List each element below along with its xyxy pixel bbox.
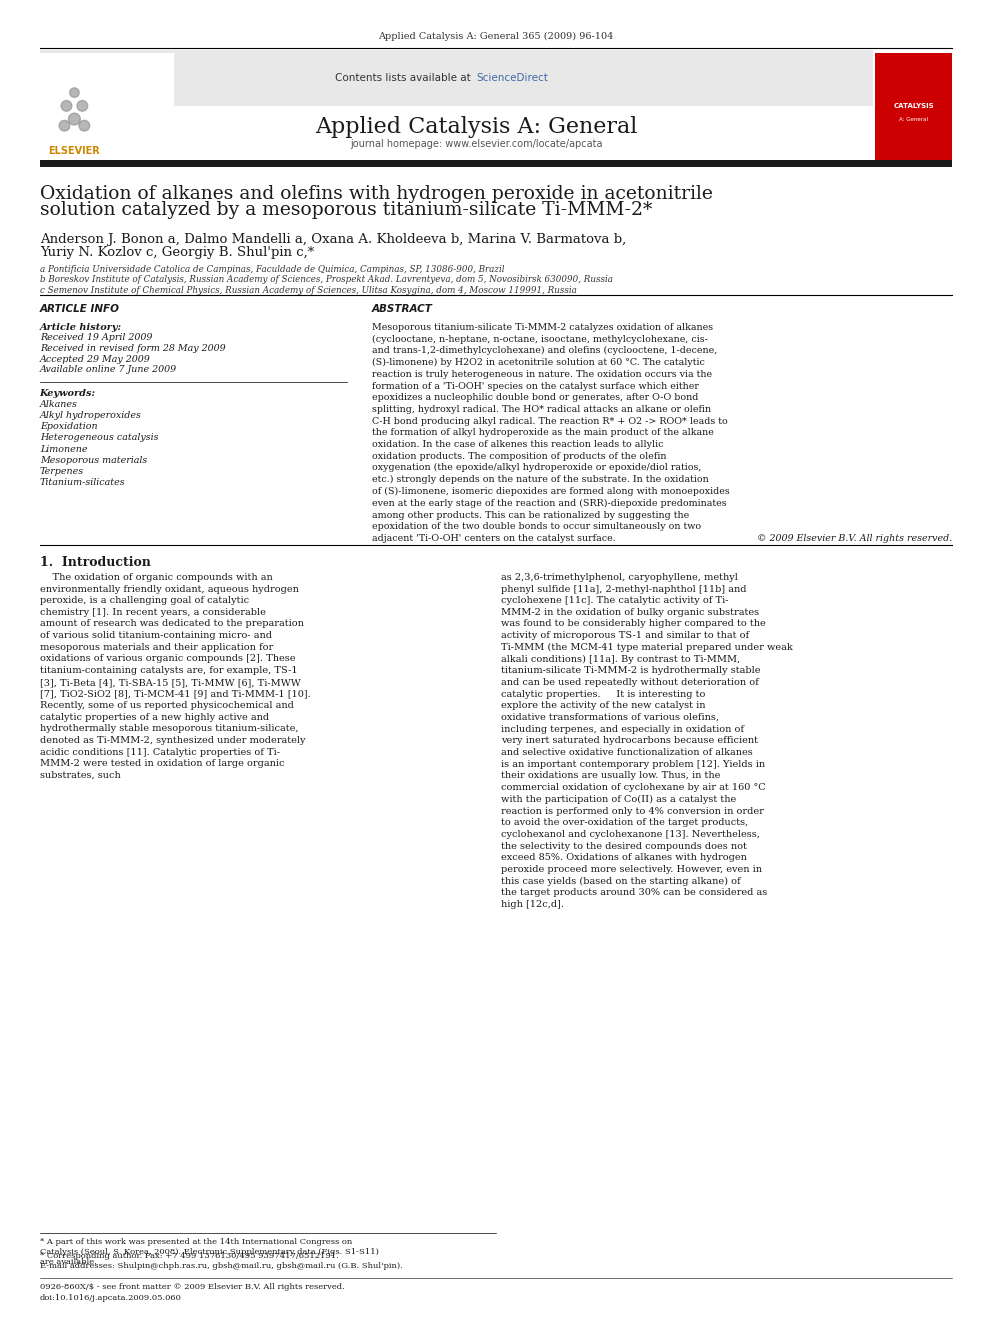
- Text: Keywords:: Keywords:: [40, 389, 96, 398]
- Text: Contents lists available at: Contents lists available at: [335, 73, 474, 83]
- Text: Titanium-silicates: Titanium-silicates: [40, 478, 125, 487]
- Bar: [40, 50, 873, 106]
- Text: as 2,3,6-trimethylphenol, caryophyllene, methyl
phenyl sulfide [11a], 2-methyl-n: as 2,3,6-trimethylphenol, caryophyllene,…: [501, 573, 793, 909]
- Text: Heterogeneous catalysis: Heterogeneous catalysis: [40, 433, 158, 442]
- Text: c Semenov Institute of Chemical Physics, Russian Academy of Sciences, Ulitsa Kos: c Semenov Institute of Chemical Physics,…: [40, 286, 576, 295]
- Text: Anderson J. Bonon a, Dalmo Mandelli a, Oxana A. Kholdeeva b, Marina V. Barmatova: Anderson J. Bonon a, Dalmo Mandelli a, O…: [40, 233, 626, 246]
- Text: solution catalyzed by a mesoporous titanium-silicate Ti-MMM-2*: solution catalyzed by a mesoporous titan…: [40, 201, 652, 220]
- Text: Alkanes: Alkanes: [40, 400, 77, 409]
- Text: Yuriy N. Kozlov c, Georgiy B. Shul'pin c,*: Yuriy N. Kozlov c, Georgiy B. Shul'pin c…: [40, 246, 313, 259]
- Text: E-mail addresses: Shulpin@chph.ras.ru, gbsh@mail.ru, gbsh@mail.ru (G.B. Shul'pin: E-mail addresses: Shulpin@chph.ras.ru, g…: [40, 1262, 403, 1270]
- Text: ELSEVIER: ELSEVIER: [49, 146, 100, 156]
- Text: * Corresponding author. Fax: +7 499 1376130/495 9397417/6512191.: * Corresponding author. Fax: +7 499 1376…: [40, 1252, 338, 1259]
- Text: Applied Catalysis A: General 365 (2009) 96-104: Applied Catalysis A: General 365 (2009) …: [378, 32, 614, 41]
- Text: Received 19 April 2009: Received 19 April 2009: [40, 333, 152, 343]
- Text: Limonene: Limonene: [40, 445, 87, 454]
- Text: © 2009 Elsevier B.V. All rights reserved.: © 2009 Elsevier B.V. All rights reserved…: [757, 534, 952, 544]
- Bar: [875, 53, 952, 161]
- Text: Article history:: Article history:: [40, 323, 122, 332]
- Circle shape: [69, 87, 79, 98]
- Text: Received in revised form 28 May 2009: Received in revised form 28 May 2009: [40, 344, 225, 353]
- Text: Alkyl hydroperoxides: Alkyl hydroperoxides: [40, 410, 142, 419]
- Text: Terpenes: Terpenes: [40, 467, 83, 476]
- Text: journal homepage: www.elsevier.com/locate/apcata: journal homepage: www.elsevier.com/locat…: [350, 139, 602, 149]
- Text: 0926-860X/$ - see front matter © 2009 Elsevier B.V. All rights reserved.: 0926-860X/$ - see front matter © 2009 El…: [40, 1283, 344, 1291]
- Text: Accepted 29 May 2009: Accepted 29 May 2009: [40, 355, 151, 364]
- Text: Epoxidation: Epoxidation: [40, 422, 97, 431]
- Bar: [40, 53, 174, 161]
- Text: Mesoporous materials: Mesoporous materials: [40, 455, 147, 464]
- Text: Applied Catalysis A: General: Applied Catalysis A: General: [315, 116, 637, 139]
- Text: ABSTRACT: ABSTRACT: [372, 304, 433, 315]
- Text: ScienceDirect: ScienceDirect: [476, 73, 548, 83]
- Circle shape: [60, 120, 69, 131]
- Circle shape: [62, 101, 71, 111]
- Text: doi:10.1016/j.apcata.2009.05.060: doi:10.1016/j.apcata.2009.05.060: [40, 1294, 182, 1302]
- Circle shape: [79, 120, 89, 131]
- Text: 1.  Introduction: 1. Introduction: [40, 556, 151, 569]
- Text: ARTICLE INFO: ARTICLE INFO: [40, 304, 120, 315]
- Bar: [40, 160, 952, 167]
- Text: The oxidation of organic compounds with an
environmentally friendly oxidant, aqu: The oxidation of organic compounds with …: [40, 573, 310, 781]
- Text: CATALYSIS: CATALYSIS: [894, 103, 933, 108]
- Text: * A part of this work was presented at the 14th International Congress on
Cataly: * A part of this work was presented at t…: [40, 1238, 379, 1266]
- Text: Oxidation of alkanes and olefins with hydrogen peroxide in acetonitrile: Oxidation of alkanes and olefins with hy…: [40, 185, 712, 204]
- Circle shape: [68, 114, 80, 124]
- Text: a Pontificia Universidade Catolica de Campinas, Faculdade de Quimica, Campinas, : a Pontificia Universidade Catolica de Ca…: [40, 265, 504, 274]
- Text: b Boreskov Institute of Catalysis, Russian Academy of Sciences, Prospekt Akad. L: b Boreskov Institute of Catalysis, Russi…: [40, 275, 613, 284]
- Circle shape: [77, 101, 87, 111]
- Text: A: General: A: General: [899, 116, 929, 122]
- Text: Mesoporous titanium-silicate Ti-MMM-2 catalyzes oxidation of alkanes
(cyclooctan: Mesoporous titanium-silicate Ti-MMM-2 ca…: [372, 323, 730, 542]
- Text: Available online 7 June 2009: Available online 7 June 2009: [40, 365, 177, 374]
